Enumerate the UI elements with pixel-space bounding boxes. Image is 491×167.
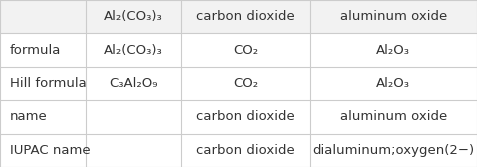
- Bar: [0, 100, 477, 134]
- Text: name: name: [9, 110, 47, 123]
- Bar: [0, 0, 477, 33]
- Text: carbon dioxide: carbon dioxide: [196, 10, 295, 23]
- Text: CO₂: CO₂: [233, 77, 258, 90]
- Bar: [0, 134, 477, 167]
- Text: aluminum oxide: aluminum oxide: [339, 10, 447, 23]
- Text: Al₂O₃: Al₂O₃: [376, 44, 410, 57]
- Text: Hill formula: Hill formula: [9, 77, 86, 90]
- Text: CO₂: CO₂: [233, 44, 258, 57]
- Text: carbon dioxide: carbon dioxide: [196, 144, 295, 157]
- Text: dialuminum;oxygen(2−): dialuminum;oxygen(2−): [312, 144, 474, 157]
- Text: C₃Al₂O₉: C₃Al₂O₉: [109, 77, 158, 90]
- Text: Al₂(CO₃)₃: Al₂(CO₃)₃: [104, 10, 163, 23]
- Bar: [0, 67, 477, 100]
- Text: carbon dioxide: carbon dioxide: [196, 110, 295, 123]
- Bar: [0, 33, 477, 67]
- Text: formula: formula: [9, 44, 61, 57]
- Text: Al₂(CO₃)₃: Al₂(CO₃)₃: [104, 44, 163, 57]
- Text: Al₂O₃: Al₂O₃: [376, 77, 410, 90]
- Text: IUPAC name: IUPAC name: [9, 144, 90, 157]
- Text: aluminum oxide: aluminum oxide: [339, 110, 447, 123]
